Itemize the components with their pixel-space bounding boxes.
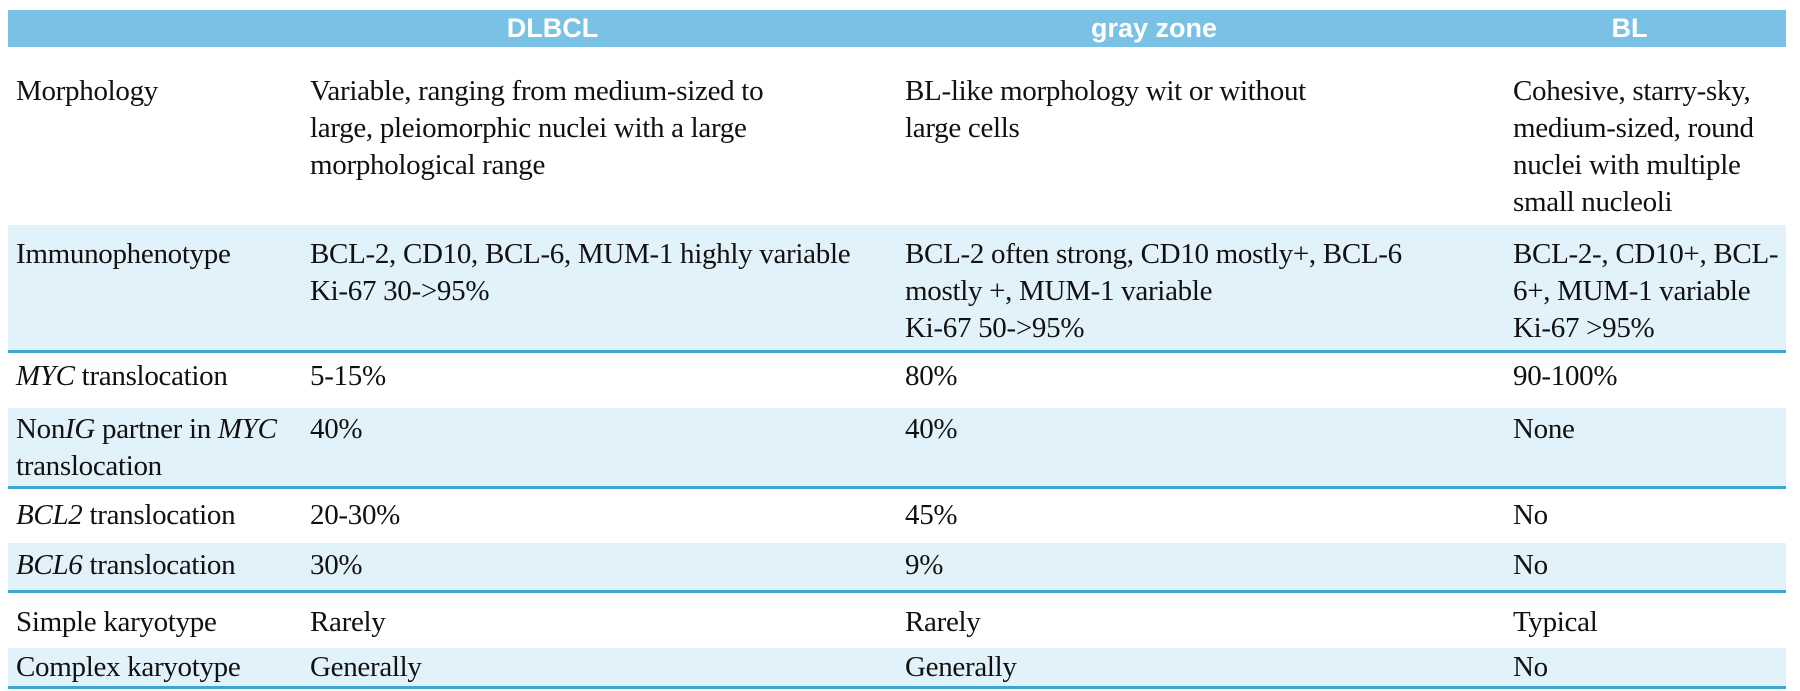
cell-dlbcl: Generally [310,651,422,683]
table-row: BCL6 translocation 30% 9% No [8,543,1786,590]
gene-name: IG [65,413,96,445]
gene-name: BCL6 [16,549,83,581]
header-cell-gray-zone: gray zone [1090,13,1218,43]
row-label: Immunophenotype [8,225,310,350]
header-cell-bl: BL [1611,13,1648,43]
label-text: translocation [82,549,236,581]
table-body: Morphology Variable, ranging from medium-… [8,47,1786,689]
row-divider [8,686,1786,689]
cell-gray-zone: 9% [905,549,944,581]
table-row: NonIG partner in MYC translocation 40% 40%… [8,408,1786,486]
row-label: NonIG partner in MYC translocation [8,408,310,486]
table-row: Complex karyotype Generally Generally No [8,648,1786,686]
label-text: partner in [95,413,218,445]
cell-bl: No [1513,499,1548,531]
row-label: BCL6 translocation [8,543,310,590]
label-text: translocation [74,360,228,392]
cell-bl: Typical [1513,606,1598,638]
row-divider [8,486,1786,489]
label-text: translocation [82,499,236,531]
cell-bl: None [1513,413,1575,445]
row-label: Simple karyotype [8,593,310,648]
gene-name: MYC [16,360,75,392]
cell-bl: BCL-2-, CD10+, BCL- 6+, MUM-1 variable K… [1513,238,1779,344]
gene-name: MYC [217,413,277,445]
header-cell-dlbcl: DLBCL [506,13,599,43]
gene-name: BCL2 [16,499,83,531]
cell-gray-zone: 40% [905,413,958,445]
cell-gray-zone: Generally [905,651,1017,683]
table-header: DLBCL gray zone BL [8,10,1786,47]
label-text: Immunophenotype [16,238,231,270]
row-label: Morphology [8,47,310,225]
cell-bl: 90-100% [1513,360,1618,392]
table-row: Morphology Variable, ranging from medium-… [8,47,1786,225]
label-text: translocation [16,450,162,482]
label-text: Non [16,413,66,445]
cell-gray-zone: BL-like morphology wit or without large … [905,75,1306,144]
cell-bl: No [1513,651,1548,683]
table-row: Simple karyotype Rarely Rarely Typical [8,593,1786,648]
cell-dlbcl: 20-30% [310,499,401,531]
table-row: BCL2 translocation 20-30% 45% No [8,489,1786,543]
label-text: Complex karyotype [16,651,241,683]
cell-dlbcl: 30% [310,549,363,581]
cell-gray-zone: Rarely [905,606,981,638]
comparison-table: DLBCL gray zone BL Morphology Variable, r… [8,10,1786,689]
cell-dlbcl: Rarely [310,606,386,638]
cell-dlbcl: 5-15% [310,360,386,392]
row-divider [8,590,1786,593]
row-label: BCL2 translocation [8,489,310,543]
label-text: Morphology [16,75,159,107]
cell-gray-zone: 45% [905,499,958,531]
cell-gray-zone: 80% [905,360,958,392]
table-row: Immunophenotype BCL-2, CD10, BCL-6, MUM-1… [8,225,1786,350]
row-label: MYC translocation [8,353,310,408]
cell-dlbcl: Variable, ranging from medium-sized to l… [310,75,764,181]
cell-gray-zone: BCL-2 often strong, CD10 mostly+, BCL-6 … [905,238,1402,344]
header-cell-empty [8,10,310,47]
cell-bl: Cohesive, starry-sky, medium-sized, roun… [1513,75,1754,218]
cell-dlbcl: 40% [310,413,363,445]
row-divider [8,350,1786,353]
label-text: Simple karyotype [16,606,217,638]
table-row: MYC translocation 5-15% 80% 90-100% [8,353,1786,408]
cell-bl: No [1513,549,1548,581]
row-label: Complex karyotype [8,648,310,686]
cell-dlbcl: BCL-2, CD10, BCL-6, MUM-1 highly variabl… [310,238,851,307]
